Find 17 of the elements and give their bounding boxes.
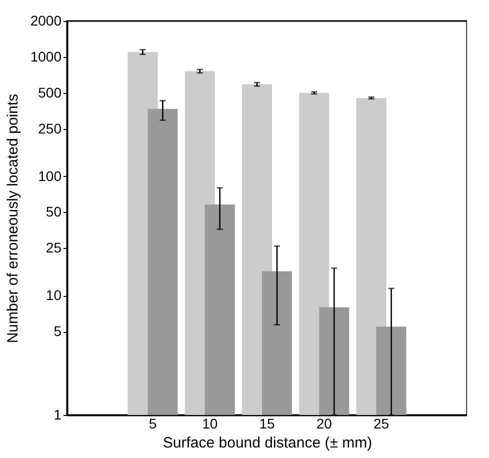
y-tick-label: 10 [46,287,62,304]
y-tick-label: 250 [38,120,62,136]
x-tick-label: 15 [259,416,275,432]
x-tick-label: 25 [373,416,390,432]
y-tick-label: 1000 [30,48,62,64]
y-tick-label: 100 [38,168,62,184]
x-tick-label: 10 [202,416,218,432]
x-tick-label: 5 [148,416,157,432]
y-tick-label: 5 [54,323,62,340]
y-tick-label: 25 [46,240,62,256]
y-tick-label: 1 [54,406,62,422]
x-tick-label: 20 [316,416,332,432]
x-axis-title: Surface bound distance (± mm) [162,434,372,452]
y-tick-label: 2000 [30,12,62,28]
y-tick-label: 500 [38,84,62,100]
y-tick-label: 50 [46,204,62,220]
y-axis-title: Number of erroneously located points [4,94,22,344]
